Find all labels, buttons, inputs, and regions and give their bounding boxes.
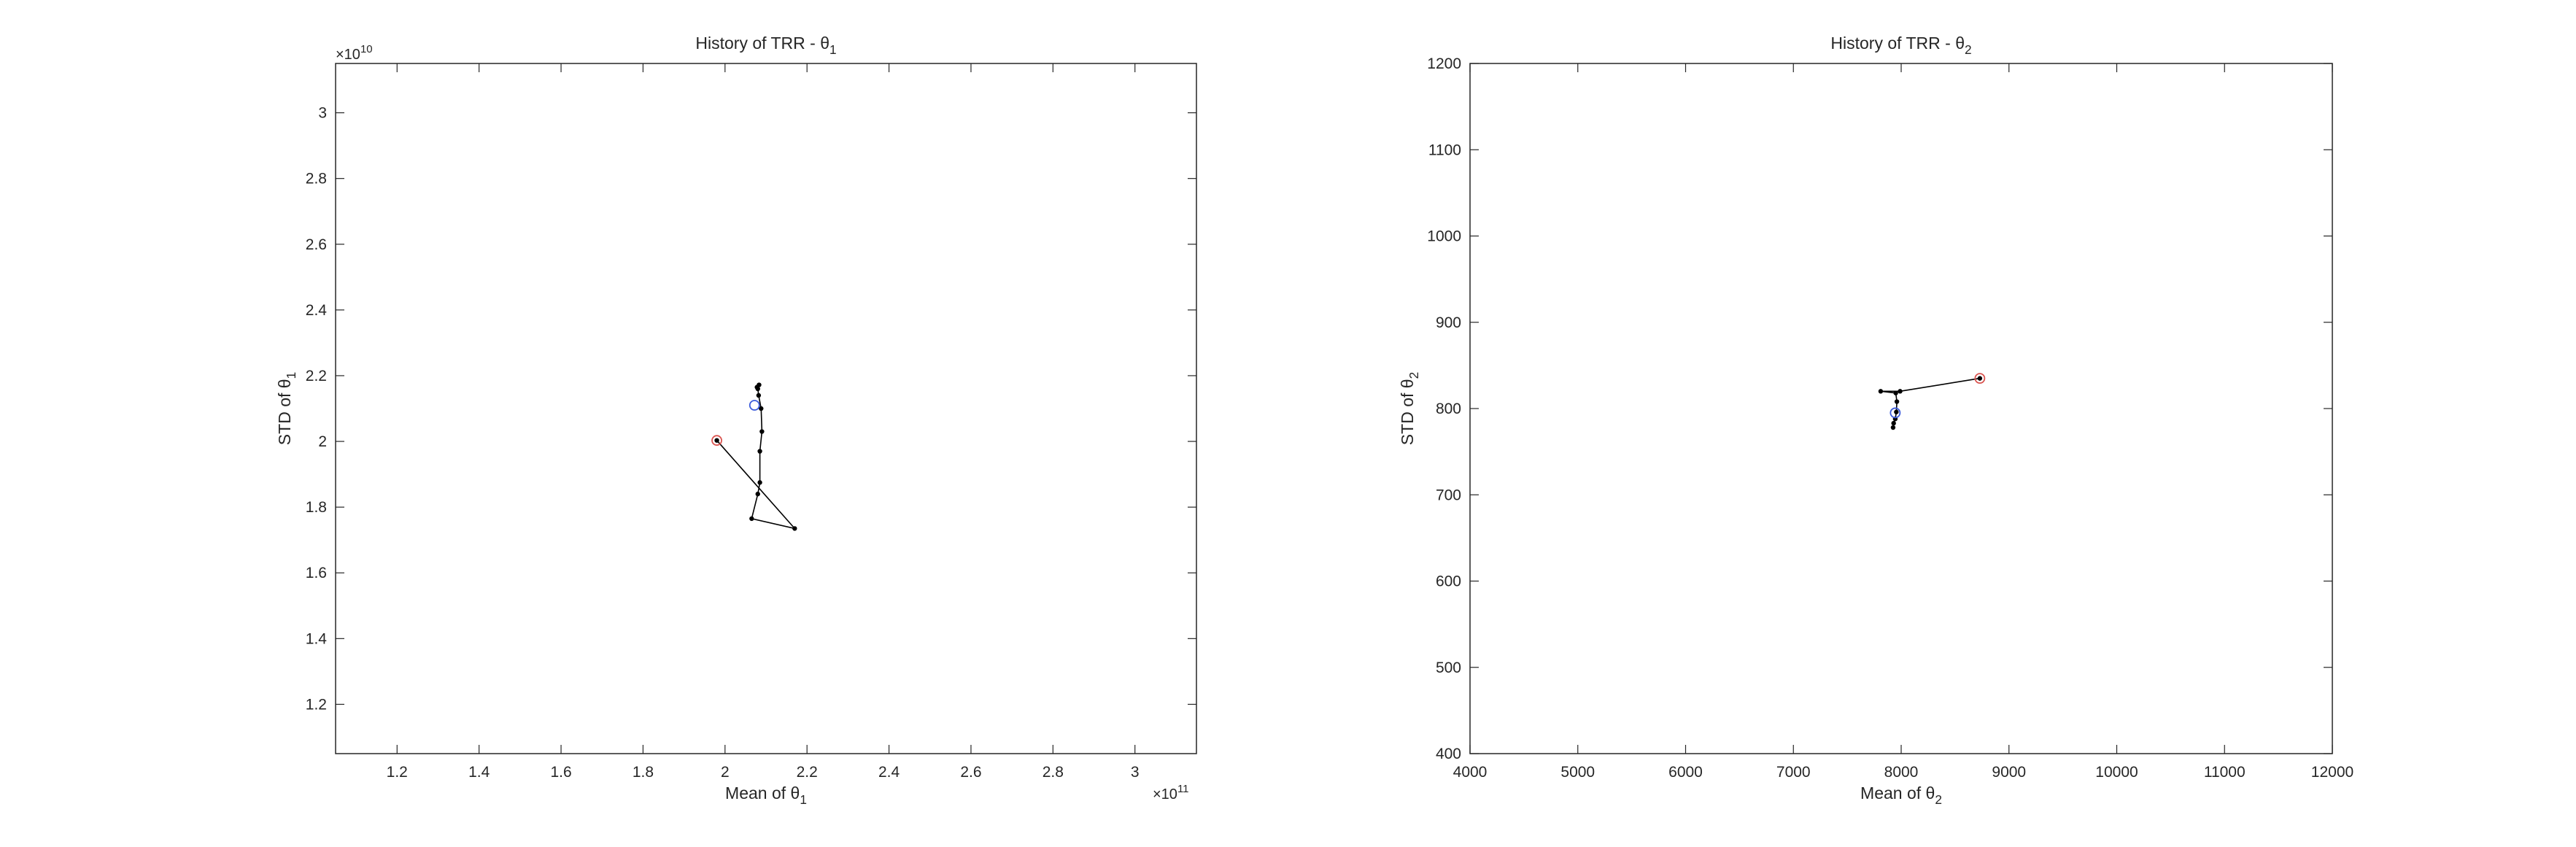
x-tick-label: 2.2: [797, 764, 818, 781]
start-marker: [711, 435, 722, 446]
x-tick-label: 8000: [1884, 764, 1919, 781]
x-tick-label: 1.2: [387, 764, 408, 781]
chart-title: History of TRR - θ1: [695, 34, 836, 57]
data-point: [759, 429, 765, 434]
y-tick-label: 2: [318, 433, 327, 450]
x-axis-label: Mean of θ2: [1860, 784, 1942, 807]
plot-theta1: 1.2 1.4 1.6 1.8 2 2.2 2.4 2.6 2.8 3 1.2 1.4 1.6 1.8 2 2…: [275, 34, 1197, 807]
y-tick-label: 600: [1436, 573, 1461, 590]
y-tick-label: 1200: [1427, 55, 1461, 72]
y-tick-label: 1100: [1428, 142, 1461, 158]
y-tick-label: 3: [318, 105, 327, 122]
y-tick-label: 1000: [1427, 228, 1461, 245]
y-axis-label-subscript: 1: [284, 372, 298, 379]
chart-title: History of TRR - θ2: [1830, 34, 1971, 57]
data-point: [754, 384, 759, 390]
y-tick-label: 2.8: [306, 171, 327, 187]
x-tick-label: 2: [721, 764, 730, 781]
exponent-power: 11: [1177, 783, 1189, 795]
end-marker: [749, 400, 760, 411]
y-tick-label: 900: [1436, 314, 1461, 331]
chart-title-main: History of TRR - θ: [695, 34, 829, 53]
exponent-base: ×10: [1153, 786, 1177, 802]
data-point: [792, 526, 797, 531]
y-tick-label: 1.2: [306, 696, 327, 713]
x-tick-label: 3: [1131, 764, 1140, 781]
plot-theta2: 4000 5000 6000 7000 8000 9000 10000 11000 12000 4…: [1398, 34, 2353, 807]
x-axis-label-subscript: 1: [800, 792, 807, 807]
x-exponent-label: ×1011: [1153, 783, 1189, 802]
x-tick-label: 11000: [2204, 764, 2246, 781]
data-point: [757, 480, 762, 485]
x-tick-label: 2.4: [878, 764, 900, 781]
data-point: [1890, 425, 1896, 430]
y-axis-label: STD of θ2: [1398, 372, 1421, 445]
x-tick-label: 6000: [1668, 764, 1703, 781]
start-marker: [1974, 373, 1986, 384]
x-tick-label: 5000: [1560, 764, 1595, 781]
exponent-base: ×10: [336, 47, 360, 63]
series-line: [716, 384, 797, 530]
data-point: [1878, 389, 1884, 394]
x-axis-label: Mean of θ1: [725, 784, 807, 807]
x-tick-label: 2.6: [960, 764, 981, 781]
end-marker: [1890, 407, 1901, 419]
y-exponent-label: ×1010: [336, 43, 373, 63]
chart-title-main: History of TRR - θ: [1830, 34, 1965, 53]
exponent-power: 10: [360, 43, 373, 55]
data-point: [1894, 399, 1900, 404]
y-tick-label: 2.6: [306, 236, 327, 253]
x-axis-label-main: Mean of θ: [725, 784, 800, 802]
data-point: [749, 516, 754, 522]
y-tick-label: 1.4: [306, 630, 328, 647]
y-axis-label: STD of θ1: [275, 372, 298, 445]
data-point: [759, 406, 764, 411]
x-tick-label: 10000: [2095, 764, 2138, 781]
data-point: [757, 449, 762, 454]
x-axis-label-subscript: 2: [1935, 792, 1942, 807]
y-tick-label: 2.2: [306, 368, 327, 384]
data-point: [1898, 389, 1903, 394]
x-tick-label: 2.8: [1043, 764, 1064, 781]
data-point: [1893, 390, 1898, 395]
chart-title-subscript: 1: [829, 42, 837, 57]
x-tick-label: 7000: [1776, 764, 1811, 781]
x-tick-label: 1.6: [550, 764, 571, 781]
y-axis-label-main: STD of θ: [275, 379, 294, 445]
x-tick-label: 1.8: [633, 764, 654, 781]
x-tick-label: 4000: [1453, 764, 1488, 781]
x-tick-label: 1.4: [468, 764, 490, 781]
data-point: [755, 491, 760, 497]
data-point: [756, 392, 762, 398]
y-tick-label: 2.4: [306, 302, 328, 319]
y-tick-label: 800: [1436, 401, 1461, 417]
y-tick-label: 400: [1436, 746, 1461, 762]
y-tick-label: 1.8: [306, 499, 327, 516]
y-tick-label: 700: [1436, 487, 1461, 503]
y-axis-label-subscript: 2: [1407, 372, 1421, 379]
x-tick-label: 9000: [1992, 764, 2026, 781]
y-tick-label: 500: [1436, 660, 1461, 676]
x-axis-label-main: Mean of θ: [1860, 784, 1935, 802]
axes-box: [335, 63, 1197, 754]
data-point: [714, 438, 719, 443]
axes-box: [1469, 63, 2333, 754]
x-tick-label: 12000: [2311, 764, 2353, 781]
y-axis-label-main: STD of θ: [1398, 379, 1417, 445]
data-point: [1891, 420, 1896, 426]
chart-title-subscript: 2: [1965, 42, 1972, 57]
data-point: [1977, 376, 1983, 381]
y-tick-label: 1.6: [306, 565, 327, 581]
data-point: [1894, 409, 1899, 414]
